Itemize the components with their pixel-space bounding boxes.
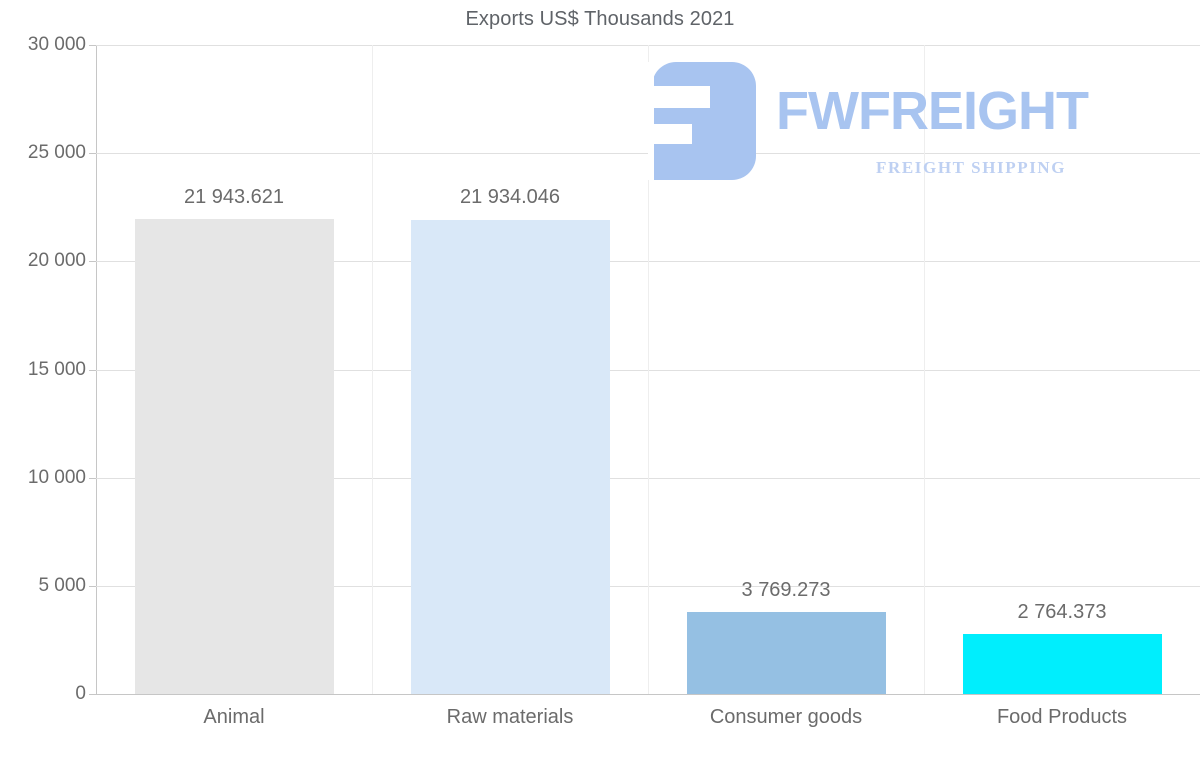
bar-value-label: 3 769.273 <box>741 579 831 602</box>
chart-title: Exports US$ Thousands 2021 <box>465 8 735 30</box>
y-axis-tick-label: 30 000 <box>27 34 86 55</box>
y-axis-tick-mark <box>89 45 96 46</box>
bar-value-label: 21 943.621 <box>183 186 285 209</box>
bar-value-label: 2 764.373 <box>1017 601 1107 624</box>
y-axis-tick-label: 0 <box>75 683 86 704</box>
y-axis-tick-mark <box>89 261 96 263</box>
gridline-horizontal <box>96 694 1200 695</box>
y-axis-tick-label: 15 000 <box>27 358 86 380</box>
x-axis-tick-label: Animal <box>203 706 265 728</box>
x-axis-tick-label: Raw materials <box>446 706 574 728</box>
bar-raw-materials[interactable] <box>410 219 610 694</box>
bar-value-label: 21 934.046 <box>459 186 561 209</box>
y-axis-tick-mark <box>89 477 96 479</box>
bar-animal[interactable] <box>134 219 334 694</box>
gridline-vertical <box>924 45 925 694</box>
bar-food-products[interactable] <box>962 634 1162 694</box>
y-axis-tick-mark <box>89 694 96 695</box>
y-axis-tick-mark <box>89 153 96 155</box>
y-axis-tick-label: 20 000 <box>27 250 86 272</box>
x-axis-tick-label: Food Products <box>996 706 1128 728</box>
gridline-vertical <box>648 45 649 694</box>
y-axis-tick-label: 10 000 <box>27 466 86 488</box>
x-axis-tick-label: Consumer goods <box>709 706 863 728</box>
y-axis-tick-mark <box>89 585 96 587</box>
bar-consumer-goods[interactable] <box>686 612 886 694</box>
y-axis-tick-label: 25 000 <box>27 142 86 164</box>
y-axis-tick-label: 5 000 <box>38 574 86 596</box>
gridline-vertical <box>372 45 373 694</box>
plot-area <box>96 45 1200 695</box>
y-axis-tick-mark <box>89 369 96 371</box>
